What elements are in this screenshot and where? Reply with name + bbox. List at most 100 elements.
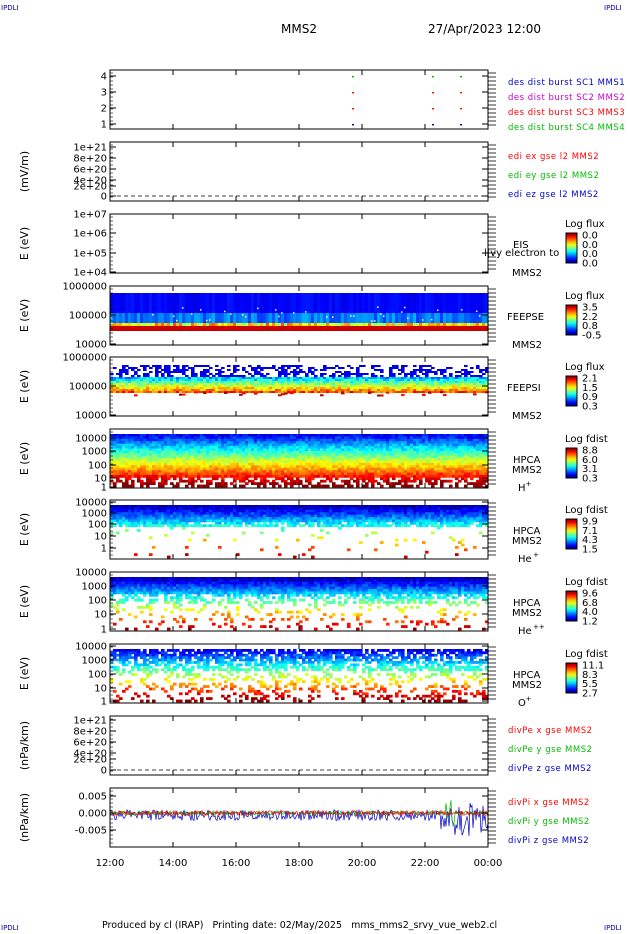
heatmap-cell bbox=[209, 313, 213, 323]
heatmap-cell bbox=[296, 436, 300, 440]
heatmap-cell bbox=[212, 389, 216, 391]
heatmap-cell bbox=[218, 450, 222, 454]
heatmap-cell bbox=[134, 377, 138, 379]
heatmap-cell bbox=[182, 448, 186, 452]
heatmap-cell bbox=[326, 462, 330, 466]
heatmap-cell bbox=[461, 455, 465, 459]
heatmap-cell bbox=[446, 323, 450, 326]
heatmap-cell bbox=[152, 438, 156, 442]
heatmap-cell bbox=[404, 479, 408, 483]
heatmap-cell bbox=[155, 323, 159, 326]
heatmap-cell bbox=[350, 293, 354, 313]
heatmap-cell bbox=[200, 484, 204, 488]
heatmap-cell bbox=[209, 458, 213, 461]
heatmap-cell bbox=[233, 458, 237, 461]
heatmap-cell bbox=[326, 484, 330, 488]
heatmap-cell bbox=[404, 441, 408, 445]
heatmap-cell bbox=[266, 367, 270, 369]
heatmap-cell bbox=[443, 443, 447, 447]
heatmap-cell bbox=[359, 313, 363, 323]
heatmap-cell bbox=[299, 462, 303, 466]
heatmap-cell bbox=[161, 387, 165, 389]
heatmap-cell bbox=[356, 379, 360, 381]
heatmap-cell bbox=[452, 465, 456, 469]
heatmap-cell bbox=[233, 385, 237, 387]
heatmap-cell bbox=[386, 387, 390, 389]
heatmap-cell bbox=[308, 450, 312, 454]
heatmap-cell bbox=[227, 438, 231, 442]
heatmap-cell bbox=[188, 381, 192, 383]
heatmap-cell bbox=[176, 462, 180, 466]
heatmap-cell bbox=[479, 470, 483, 473]
heatmap-cell bbox=[374, 460, 378, 464]
heatmap-cell bbox=[338, 458, 342, 461]
heatmap-cell bbox=[203, 293, 207, 313]
heatmap-cell bbox=[176, 443, 180, 447]
heatmap-cell bbox=[320, 434, 324, 437]
heatmap-cell bbox=[266, 323, 270, 326]
heatmap-cell bbox=[218, 446, 222, 449]
heatmap-cell bbox=[377, 470, 381, 473]
heatmap-cell bbox=[146, 524, 150, 528]
heatmap-cell bbox=[389, 465, 393, 469]
heatmap-cell bbox=[410, 441, 414, 445]
heatmap-cell bbox=[437, 467, 441, 471]
heatmap-cell bbox=[242, 462, 246, 466]
heatmap-cell bbox=[212, 465, 216, 469]
heatmap-cell bbox=[236, 375, 240, 377]
heatmap-cell bbox=[311, 465, 315, 469]
heatmap-cell bbox=[233, 369, 237, 371]
heatmap-cell bbox=[356, 383, 360, 385]
heatmap-cell bbox=[407, 458, 411, 461]
heatmap-cell bbox=[110, 458, 114, 461]
heatmap-cell bbox=[455, 474, 459, 478]
heatmap-cell bbox=[140, 517, 144, 520]
heatmap-cell bbox=[119, 371, 123, 373]
heatmap-cell bbox=[389, 448, 393, 452]
heatmap-cell bbox=[233, 470, 237, 473]
heatmap-cell bbox=[209, 377, 213, 379]
heatmap-cell bbox=[245, 460, 249, 464]
heatmap-cell bbox=[356, 470, 360, 473]
heatmap-cell bbox=[239, 381, 243, 383]
heatmap-cell bbox=[140, 389, 144, 391]
heatmap-cell bbox=[395, 472, 399, 476]
heatmap-cell bbox=[356, 484, 360, 488]
heatmap-cell bbox=[197, 313, 201, 323]
heatmap-cell bbox=[164, 389, 168, 391]
heatmap-cell bbox=[134, 391, 138, 393]
heatmap-cell bbox=[260, 383, 264, 385]
heatmap-cell bbox=[122, 438, 126, 442]
heatmap-cell bbox=[281, 369, 285, 371]
heatmap-cell bbox=[410, 467, 414, 471]
heatmap-cell bbox=[413, 379, 417, 381]
heatmap-cell bbox=[281, 443, 285, 447]
heatmap-cell bbox=[227, 313, 231, 323]
heatmap-cell bbox=[329, 438, 333, 442]
heatmap-cell bbox=[203, 391, 207, 394]
heatmap-cell bbox=[425, 453, 429, 457]
heatmap-cell bbox=[407, 389, 411, 391]
heatmap-cell bbox=[383, 458, 387, 461]
heatmap-cell bbox=[134, 323, 138, 326]
heatmap-cell bbox=[332, 460, 336, 464]
heatmap-cell bbox=[323, 472, 327, 476]
heatmap-cell bbox=[476, 460, 480, 464]
heatmap-cell bbox=[446, 391, 450, 393]
heatmap-cell bbox=[224, 448, 228, 452]
heatmap-cell bbox=[425, 373, 429, 375]
heatmap-cell bbox=[233, 479, 237, 483]
heatmap-cell bbox=[281, 434, 285, 437]
heatmap-cell bbox=[434, 474, 438, 478]
heatmap-cell bbox=[227, 365, 231, 367]
heatmap-cell bbox=[434, 477, 438, 481]
heatmap-cell bbox=[122, 507, 126, 511]
heatmap-cell bbox=[146, 436, 150, 440]
heatmap-cell bbox=[449, 441, 453, 445]
heatmap-cell bbox=[404, 455, 408, 459]
heatmap-cell bbox=[455, 389, 459, 391]
heatmap-cell bbox=[194, 460, 198, 464]
heatmap-cell bbox=[170, 377, 174, 379]
heatmap-cell bbox=[347, 484, 351, 488]
heatmap-cell bbox=[422, 391, 426, 393]
